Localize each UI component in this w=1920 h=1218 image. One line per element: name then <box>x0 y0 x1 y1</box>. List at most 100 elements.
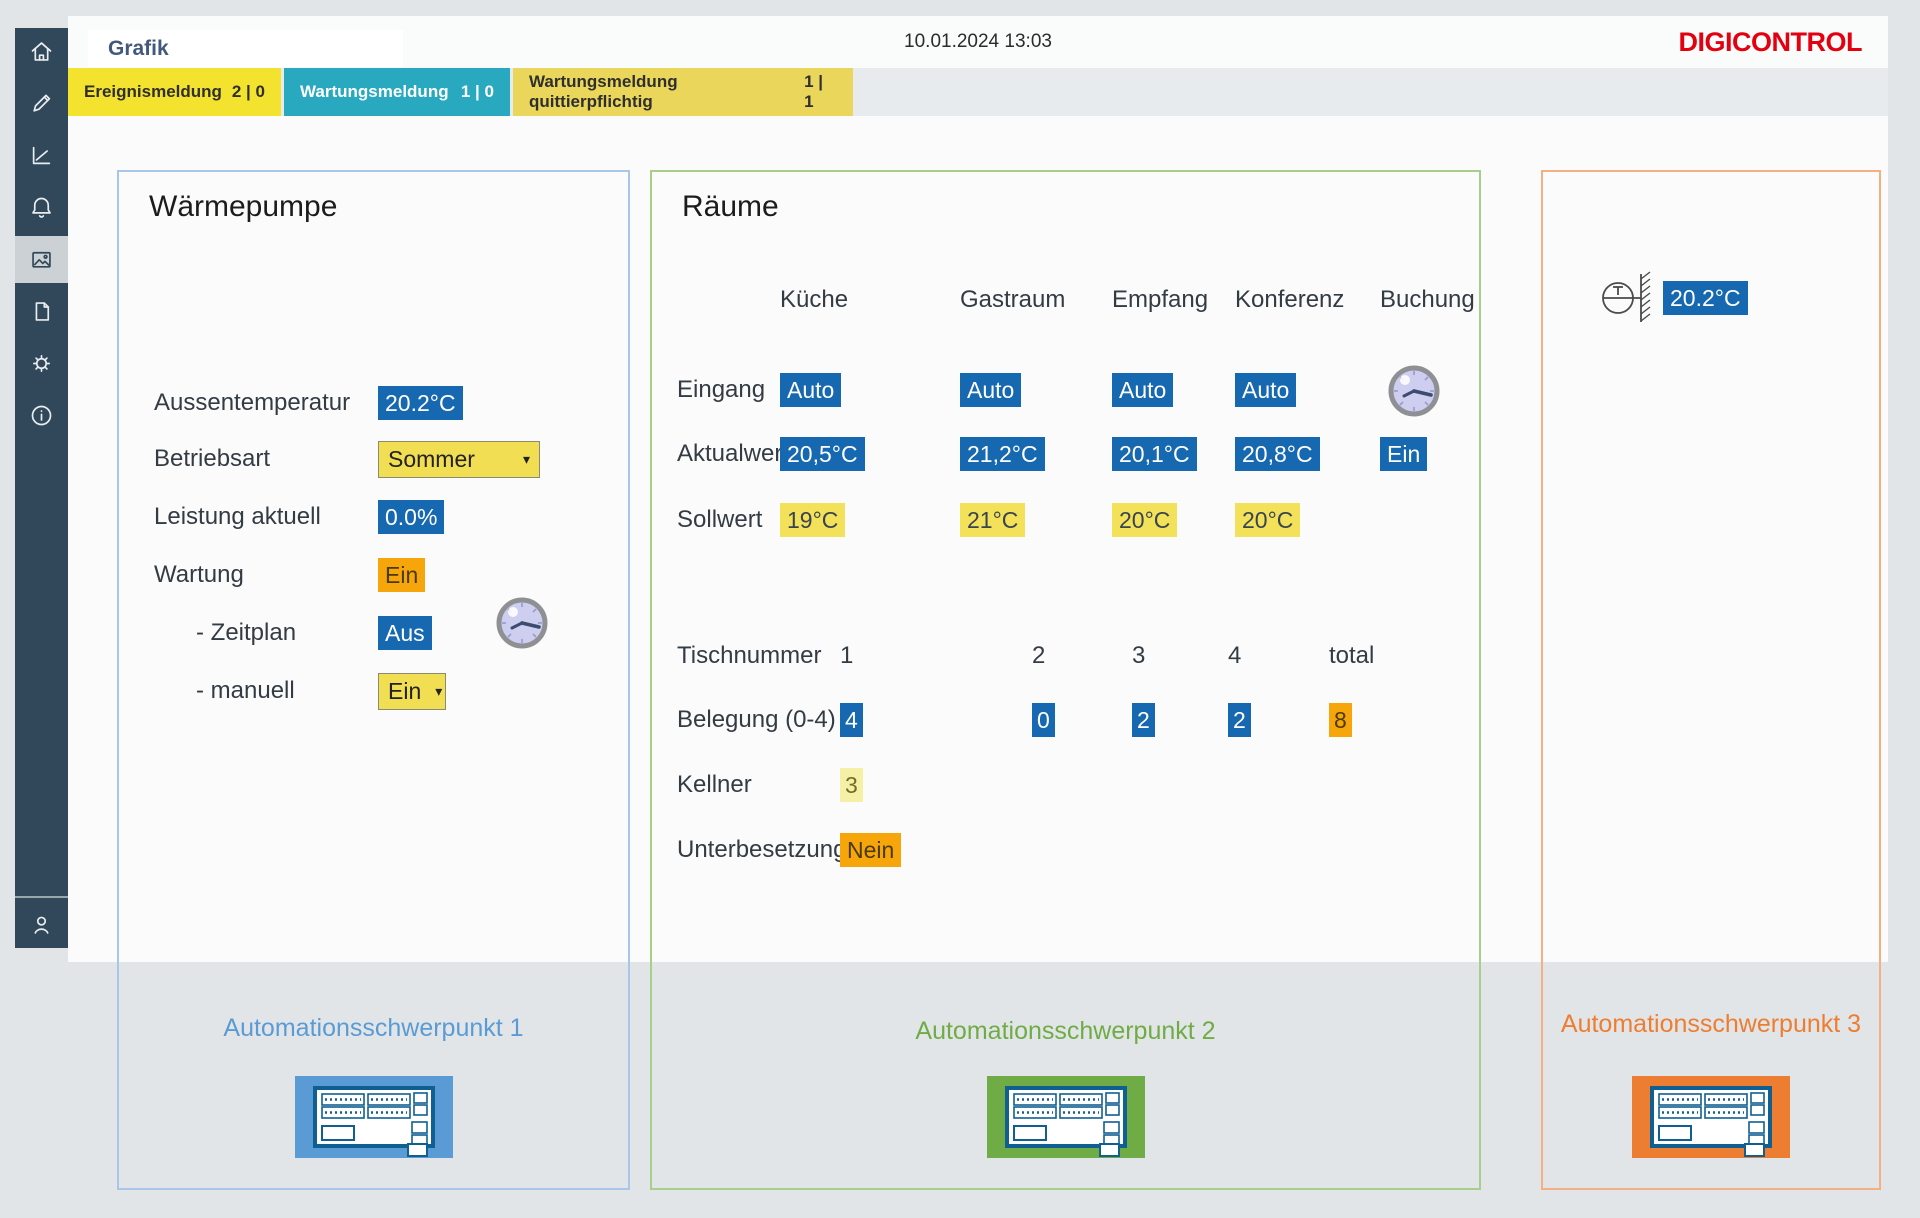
tisch-2: 2 <box>1032 642 1132 670</box>
buchung-clock-icon[interactable] <box>1387 364 1441 418</box>
info-icon <box>28 402 55 429</box>
header-bar: Grafik 10.01.2024 13:03 DIGICONTROL <box>68 16 1888 68</box>
sidebar-item-edit[interactable] <box>15 80 68 127</box>
alarm-tab-row: Ereignismeldung 2 | 0 Wartungsmeldung 1 … <box>68 68 1888 116</box>
column-buchung: Buchung <box>1380 286 1475 314</box>
value-leistung: 0.0% <box>378 500 444 534</box>
sidebar-item-graphics[interactable] <box>15 236 68 283</box>
selected-option: Ein <box>388 678 421 705</box>
automation-station-3-icon[interactable] <box>1632 1076 1790 1158</box>
row-label: Kellner <box>677 771 840 799</box>
row-leistung: Leistung aktuell 0.0% <box>154 498 594 536</box>
sollwert-empfang: 20°C <box>1112 503 1177 537</box>
row-aktualwert: Aktualwert 20,5°C 21,2°C 20,1°C 20,8°C E… <box>677 434 1467 474</box>
row-eingang: Eingang Auto Auto Auto Auto <box>677 370 1467 410</box>
edit-icon <box>28 90 55 117</box>
automation-station-1-icon[interactable] <box>295 1076 453 1158</box>
tab-count: 1 | 0 <box>461 82 494 102</box>
row-belegung: Belegung (0-4) 4 0 2 2 8 <box>677 700 1467 740</box>
chart-icon <box>28 142 55 169</box>
aktualwert-buchung: Ein <box>1380 437 1427 471</box>
belegung-2: 0 <box>1032 703 1055 737</box>
settings-icon <box>28 350 55 377</box>
row-label: Belegung (0-4) <box>677 706 840 734</box>
home-icon <box>28 38 55 65</box>
chevron-down-icon: ▾ <box>435 683 442 700</box>
unterbesetzung-value: Nein <box>840 833 901 867</box>
row-manuell: - manuell Ein ▾ <box>154 672 594 710</box>
eingang-kueche: Auto <box>780 373 841 407</box>
column-kueche: Küche <box>780 286 960 314</box>
sidebar-item-documents[interactable] <box>15 288 68 335</box>
belegung-3: 2 <box>1132 703 1155 737</box>
schedule-clock-icon[interactable] <box>495 596 549 650</box>
image-icon <box>28 246 55 273</box>
row-label: - manuell <box>154 677 378 705</box>
sollwert-gastraum: 21°C <box>960 503 1025 537</box>
eingang-konferenz: Auto <box>1235 373 1296 407</box>
row-label: Betriebsart <box>154 445 378 473</box>
panel-aussensensor: 20.2°C Automationsschwerpunkt 3 <box>1541 170 1881 1190</box>
tab-ereignismeldung[interactable]: Ereignismeldung 2 | 0 <box>68 68 281 116</box>
row-label: Leistung aktuell <box>154 503 378 531</box>
document-icon <box>28 298 55 325</box>
row-label: Unterbesetzung <box>677 836 840 864</box>
alarm-icon <box>28 194 55 221</box>
row-sollwert: Sollwert 19°C 21°C 20°C 20°C <box>677 500 1467 540</box>
belegung-1: 4 <box>840 703 863 737</box>
row-label: Sollwert <box>677 506 780 534</box>
tab-wartungsmeldung[interactable]: Wartungsmeldung 1 | 0 <box>284 68 510 116</box>
digicontrol-graphics-page: Grafik 10.01.2024 13:03 DIGICONTROL Erei… <box>0 0 1920 1218</box>
automation-station-1-label: Automationsschwerpunkt 1 <box>119 1014 628 1043</box>
sidebar-item-user[interactable] <box>15 901 68 948</box>
sidebar-item-settings[interactable] <box>15 340 68 387</box>
tisch-4: 4 <box>1228 642 1329 670</box>
tab-wartungsmeldung-quittierpflichtig[interactable]: Wartungsmeldung quittierpflichtig 1 | 1 <box>513 68 853 116</box>
sidebar-item-home[interactable] <box>15 28 68 75</box>
row-wartung: Wartung Ein <box>154 556 594 594</box>
brand-logo: DIGICONTROL <box>1679 16 1863 68</box>
aktualwert-konferenz: 20,8°C <box>1235 437 1320 471</box>
tab-count: 2 | 0 <box>232 82 265 102</box>
tab-label: Wartungsmeldung quittierpflichtig <box>529 72 804 112</box>
panel-title: Wärmepumpe <box>149 190 337 224</box>
automation-station-3-label: Automationsschwerpunkt 3 <box>1543 1010 1879 1039</box>
sollwert-konferenz: 20°C <box>1235 503 1300 537</box>
row-label: Aussentemperatur <box>154 389 378 417</box>
belegung-4: 2 <box>1228 703 1251 737</box>
tab-label: Ereignismeldung <box>84 82 222 102</box>
sidebar-separator <box>15 896 68 898</box>
betriebsart-select[interactable]: Sommer ▾ <box>378 441 540 478</box>
sidebar-item-alarms[interactable] <box>15 184 68 231</box>
automation-station-2-label: Automationsschwerpunkt 2 <box>652 1017 1479 1046</box>
tisch-3: 3 <box>1132 642 1228 670</box>
row-tischnummer: Tischnummer 1 2 3 4 total <box>677 636 1467 676</box>
column-konferenz: Konferenz <box>1235 286 1380 314</box>
aktualwert-empfang: 20,1°C <box>1112 437 1197 471</box>
panel-raeume: Räume Küche Gastraum Empfang Konferenz B… <box>650 170 1481 1190</box>
value-zeitplan: Aus <box>378 616 432 650</box>
sollwert-kueche: 19°C <box>780 503 845 537</box>
automation-station-2-icon[interactable] <box>987 1076 1145 1158</box>
panel-waermepumpe: Wärmepumpe Aussentemperatur 20.2°C Betri… <box>117 170 630 1190</box>
aktualwert-gastraum: 21,2°C <box>960 437 1045 471</box>
row-label: Wartung <box>154 561 378 589</box>
eingang-empfang: Auto <box>1112 373 1173 407</box>
row-kellner: Kellner 3 <box>677 765 1467 805</box>
chevron-down-icon: ▾ <box>523 451 530 468</box>
row-label: - Zeitplan <box>154 619 378 647</box>
sidebar-item-trend[interactable] <box>15 132 68 179</box>
column-empfang: Empfang <box>1112 286 1235 314</box>
sidebar-item-info[interactable] <box>15 392 68 439</box>
manuell-select[interactable]: Ein ▾ <box>378 673 446 710</box>
tab-count: 1 | 1 <box>804 72 837 112</box>
row-label: Eingang <box>677 376 780 404</box>
outdoor-sensor-group: 20.2°C <box>1595 270 1748 326</box>
row-betriebsart: Betriebsart Sommer ▾ <box>154 440 594 478</box>
value-aussentemperatur: 20.2°C <box>378 386 463 420</box>
tisch-total: total <box>1329 642 1467 670</box>
kellner-value: 3 <box>840 768 863 802</box>
column-gastraum: Gastraum <box>960 286 1112 314</box>
belegung-total: 8 <box>1329 703 1352 737</box>
row-label: Aktualwert <box>677 440 780 468</box>
